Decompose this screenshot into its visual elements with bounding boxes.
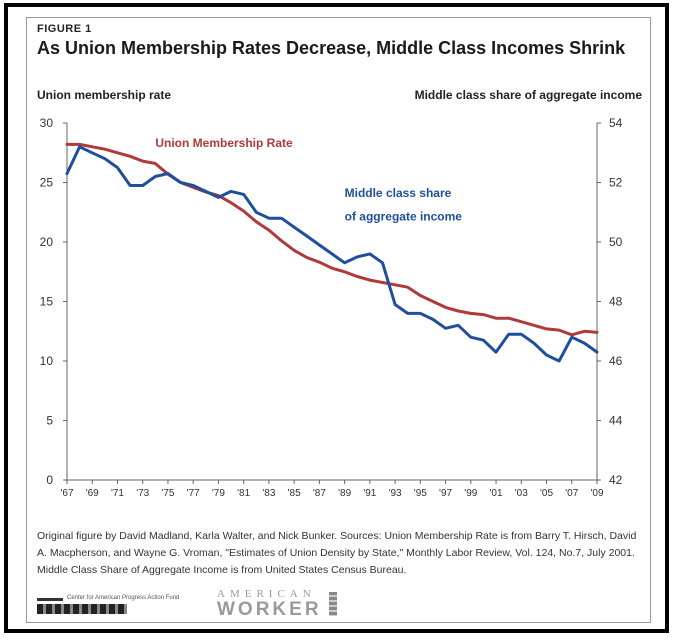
- x-tick-label: '09: [590, 488, 603, 499]
- left-tick-label: 10: [40, 354, 54, 368]
- right-tick-label: 42: [609, 473, 623, 487]
- cap-action-logo: Center for American Progress Action Fund: [37, 595, 207, 618]
- x-tick-label: '07: [565, 488, 578, 499]
- x-tick-label: '83: [262, 488, 275, 499]
- middle-class-series-label: Middle class share: [345, 186, 452, 200]
- x-tick-label: '03: [515, 488, 528, 499]
- right-tick-label: 54: [609, 116, 623, 130]
- left-tick-label: 15: [40, 295, 54, 309]
- logo-line-worker: WORKER: [217, 599, 322, 620]
- right-tick-label: 48: [609, 295, 623, 309]
- middle-class-series-label: of aggregate income: [345, 210, 463, 224]
- union-series-label: Union Membership Rate: [155, 136, 293, 150]
- union-membership-line: [65, 142, 599, 337]
- x-tick-label: '91: [363, 488, 376, 499]
- left-tick-label: 30: [40, 116, 54, 130]
- line-chart: 0 5 10 15 20 25 30 42 44 46 48 50 52 54 '67 '69 '71 '73 '7…: [40, 116, 623, 499]
- x-tick-label: '71: [111, 488, 124, 499]
- figure-label: FIGURE 1: [37, 23, 92, 35]
- left-tick-label: 5: [46, 414, 53, 428]
- x-tick-label: '67: [60, 488, 73, 499]
- left-tick-label: 0: [46, 473, 53, 487]
- chart-title: As Union Membership Rates Decrease, Midd…: [37, 38, 626, 58]
- right-tick-label: 44: [609, 414, 623, 428]
- left-axis-label: Union membership rate: [37, 88, 172, 102]
- x-tick-label: '85: [288, 488, 301, 499]
- american-worker-logo: AMERICAN WORKER: [217, 588, 347, 620]
- figure-frame: FIGURE 1 As Union Membership Rates Decre…: [4, 3, 669, 633]
- right-tick-label: 50: [609, 235, 623, 249]
- right-axis-label: Middle class share of aggregate income: [414, 88, 642, 102]
- source-note: Original figure by David Madland, Karla …: [37, 530, 637, 576]
- right-tick-label: 52: [609, 176, 623, 190]
- cap-logo-text: Center for American Progress Action Fund: [67, 595, 180, 601]
- flag-icon: [329, 592, 337, 616]
- x-tick-label: '81: [237, 488, 250, 499]
- x-tick-label: '01: [490, 488, 503, 499]
- x-tick-label: '93: [389, 488, 402, 499]
- logo-line-american: AMERICAN: [217, 588, 316, 600]
- x-tick-label: '79: [212, 488, 225, 499]
- x-tick-label: '77: [187, 488, 200, 499]
- x-tick-label: '87: [313, 488, 326, 499]
- x-tick-label: '97: [439, 488, 452, 499]
- middle-class-share-line: [65, 145, 599, 363]
- x-tick-label: '69: [86, 488, 99, 499]
- x-tick-label: '99: [464, 488, 477, 499]
- left-tick-label: 25: [40, 176, 54, 190]
- x-tick-label: '73: [136, 488, 149, 499]
- right-tick-label: 46: [609, 354, 623, 368]
- x-tick-label: '95: [414, 488, 427, 499]
- x-tick-label: '75: [161, 488, 174, 499]
- left-tick-label: 20: [40, 235, 54, 249]
- x-tick-label: '89: [338, 488, 351, 499]
- x-tick-label: '05: [540, 488, 553, 499]
- figure-panel: FIGURE 1 As Union Membership Rates Decre…: [26, 17, 651, 623]
